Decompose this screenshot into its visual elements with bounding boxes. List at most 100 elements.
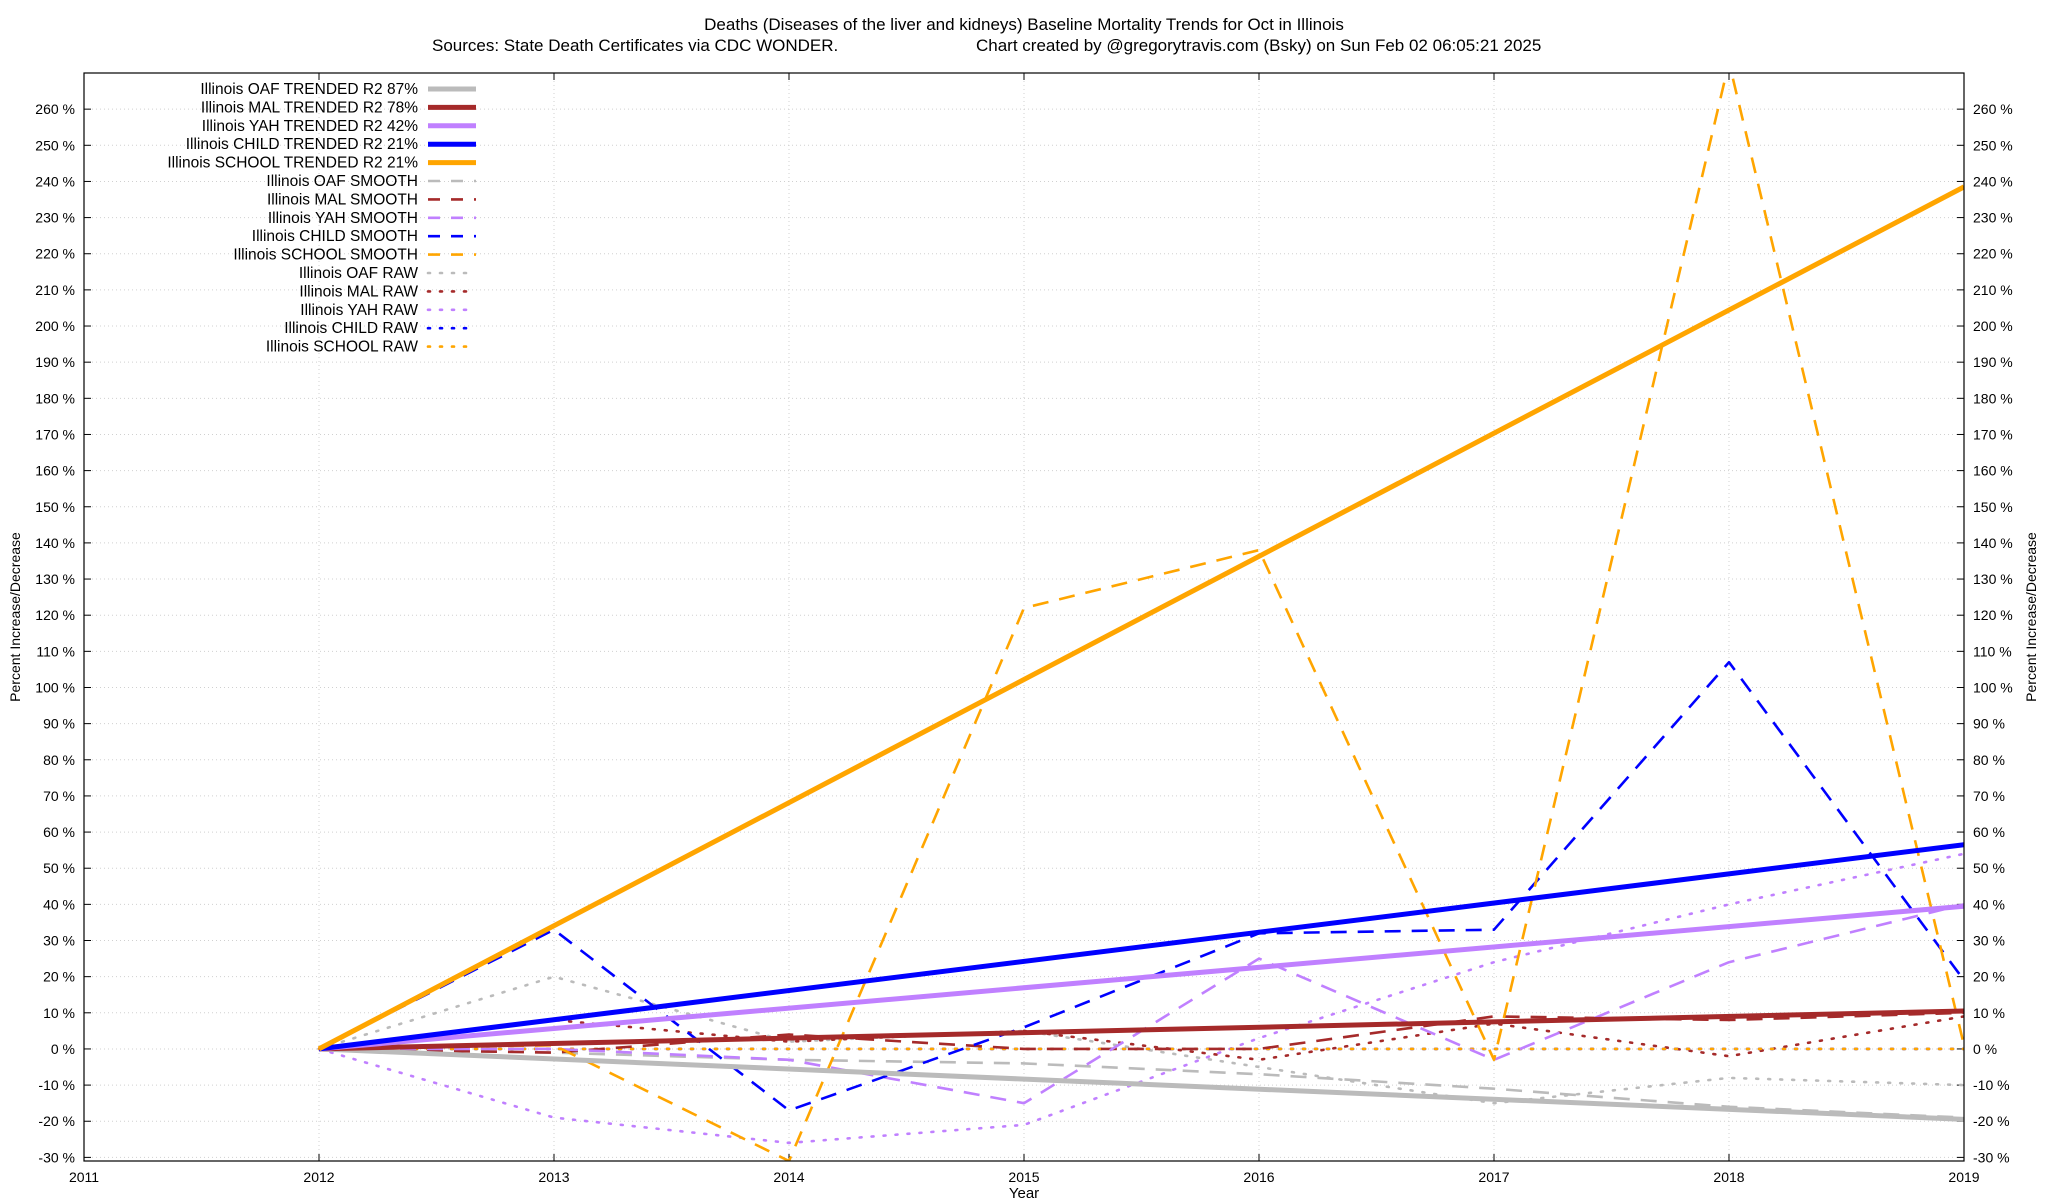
- y2-tick-label: 50 %: [1973, 860, 2005, 876]
- y2-tick-label: 70 %: [1973, 788, 2005, 804]
- y2-tick-label: 30 %: [1973, 933, 2005, 949]
- y2-tick-label: 220 %: [1973, 246, 2013, 262]
- legend-entry-label: Illinois CHILD RAW: [284, 320, 418, 337]
- y-tick-label: 80 %: [43, 752, 75, 768]
- y-tick-label: 150 %: [35, 499, 75, 515]
- y2-tick-label: 60 %: [1973, 824, 2005, 840]
- legend-entry-label: Illinois YAH SMOOTH: [268, 210, 418, 227]
- y-tick-label: 60 %: [43, 824, 75, 840]
- y2-tick-label: 40 %: [1973, 896, 2005, 912]
- legend-entry-label: Illinois MAL TRENDED R2 78%: [201, 99, 418, 116]
- y2-tick-label: 130 %: [1973, 571, 2013, 587]
- legend-entry-label: Illinois SCHOOL TRENDED R2 21%: [167, 155, 418, 172]
- series-line-3: [318, 842, 1964, 1052]
- y-tick-label: 210 %: [35, 282, 75, 298]
- legend-entry-label: Illinois MAL SMOOTH: [267, 191, 418, 208]
- y-tick-label: 100 %: [35, 679, 75, 695]
- y-tick-label: 140 %: [35, 535, 75, 551]
- grid-layer: [83, 73, 1965, 1161]
- series-line-9: [318, 73, 1964, 1161]
- legend-entry-label: Illinois CHILD TRENDED R2 21%: [186, 136, 418, 153]
- y-tick-label: 0 %: [51, 1041, 75, 1057]
- y-tick-label: 260 %: [35, 101, 75, 117]
- series-line-4: [317, 184, 1964, 1052]
- y-tick-label: 40 %: [43, 896, 75, 912]
- y-tick-label: 240 %: [35, 173, 75, 189]
- x-tick-label: 2013: [538, 1169, 569, 1185]
- chart-subtitle-credit: Chart created by @gregorytravis.com (Bsk…: [976, 36, 1541, 55]
- y-tick-label: 70 %: [43, 788, 75, 804]
- series-layer: [317, 73, 1964, 1161]
- y-tick-label: -30 %: [38, 1149, 75, 1165]
- legend-entry-label: Illinois OAF SMOOTH: [266, 173, 418, 190]
- y-tick-label: 20 %: [43, 969, 75, 985]
- y-tick-label: 160 %: [35, 463, 75, 479]
- legend-entry-label: Illinois SCHOOL SMOOTH: [233, 247, 418, 264]
- y-tick-label: 50 %: [43, 860, 75, 876]
- x-tick-label: 2015: [1008, 1169, 1039, 1185]
- legend-entry-label: Illinois OAF TRENDED R2 87%: [200, 81, 418, 98]
- y2-tick-label: 190 %: [1973, 354, 2013, 370]
- y2-tick-label: -30 %: [1973, 1149, 2010, 1165]
- y2-tick-label: 210 %: [1973, 282, 2013, 298]
- y2-tick-label: 160 %: [1973, 463, 2013, 479]
- chart-title: Deaths (Diseases of the liver and kidney…: [704, 15, 1344, 34]
- y-tick-label: -20 %: [38, 1113, 75, 1129]
- y2-tick-label: 80 %: [1973, 752, 2005, 768]
- legend: Illinois OAF TRENDED R2 87%Illinois MAL …: [167, 81, 478, 356]
- y2-tick-label: 120 %: [1973, 607, 2013, 623]
- series-line-5: [318, 1047, 1964, 1119]
- y-axis-label-left: Percent Increase/Decrease: [7, 532, 23, 702]
- y2-tick-label: 180 %: [1973, 390, 2013, 406]
- series-line-8: [318, 660, 1964, 1112]
- x-tick-label: 2019: [1948, 1169, 1979, 1185]
- y-tick-label: -10 %: [38, 1077, 75, 1093]
- series-line-12: [317, 852, 1964, 1145]
- y2-tick-label: 150 %: [1973, 499, 2013, 515]
- y-tick-label: 190 %: [35, 354, 75, 370]
- y2-tick-label: 110 %: [1973, 643, 2012, 659]
- y-tick-label: 30 %: [43, 933, 75, 949]
- legend-entry-label: Illinois YAH RAW: [300, 302, 418, 319]
- chart-subtitle-source: Sources: State Death Certificates via CD…: [432, 36, 838, 55]
- y-tick-label: 110 %: [36, 643, 75, 659]
- y-tick-label: 170 %: [35, 426, 75, 442]
- y2-tick-label: 0 %: [1973, 1041, 1997, 1057]
- y2-tick-label: 170 %: [1973, 426, 2013, 442]
- y2-tick-label: 90 %: [1973, 716, 2005, 732]
- series-line-2: [318, 903, 1964, 1052]
- legend-entry-label: Illinois YAH TRENDED R2 42%: [202, 118, 418, 135]
- x-tick-label: 2016: [1243, 1169, 1274, 1185]
- y-tick-label: 220 %: [35, 246, 75, 262]
- legend-entry-label: Illinois OAF RAW: [299, 265, 419, 282]
- y2-tick-label: 140 %: [1973, 535, 2013, 551]
- y-tick-label: 200 %: [35, 318, 75, 334]
- plot-border: [83, 72, 1965, 1162]
- y-tick-label: 90 %: [43, 716, 75, 732]
- x-tick-label: 2014: [773, 1169, 804, 1185]
- series-line-0: [318, 1046, 1964, 1122]
- x-axis-label: Year: [1009, 1185, 1039, 1200]
- x-tick-label: 2017: [1478, 1169, 1509, 1185]
- y2-tick-label: 100 %: [1973, 679, 2013, 695]
- y2-tick-label: 20 %: [1973, 969, 2005, 985]
- legend-entry-label: Illinois CHILD SMOOTH: [252, 228, 418, 245]
- series-line-1: [318, 1008, 1964, 1052]
- y2-tick-label: -20 %: [1973, 1113, 2010, 1129]
- y-tick-label: 230 %: [35, 210, 75, 226]
- y-tick-label: 180 %: [35, 390, 75, 406]
- y-tick-label: 250 %: [35, 137, 75, 153]
- y-axis-label-right: Percent Increase/Decrease: [2023, 532, 2039, 702]
- axis-layer: -30 % -30 % -20 % -20 % -10 % -10 % 0 % 0 % 10 %…: [35, 73, 2013, 1185]
- y-tick-label: 10 %: [43, 1005, 75, 1021]
- y2-tick-label: 230 %: [1973, 210, 2013, 226]
- y2-tick-label: 260 %: [1973, 101, 2013, 117]
- legend-entry-label: Illinois SCHOOL RAW: [266, 339, 419, 356]
- x-tick-label: 2018: [1713, 1169, 1744, 1185]
- y2-tick-label: 240 %: [1973, 173, 2013, 189]
- y2-tick-label: -10 %: [1973, 1077, 2010, 1093]
- y2-tick-label: 10 %: [1973, 1005, 2005, 1021]
- x-tick-label: 2011: [69, 1169, 99, 1185]
- y-tick-label: 120 %: [35, 607, 75, 623]
